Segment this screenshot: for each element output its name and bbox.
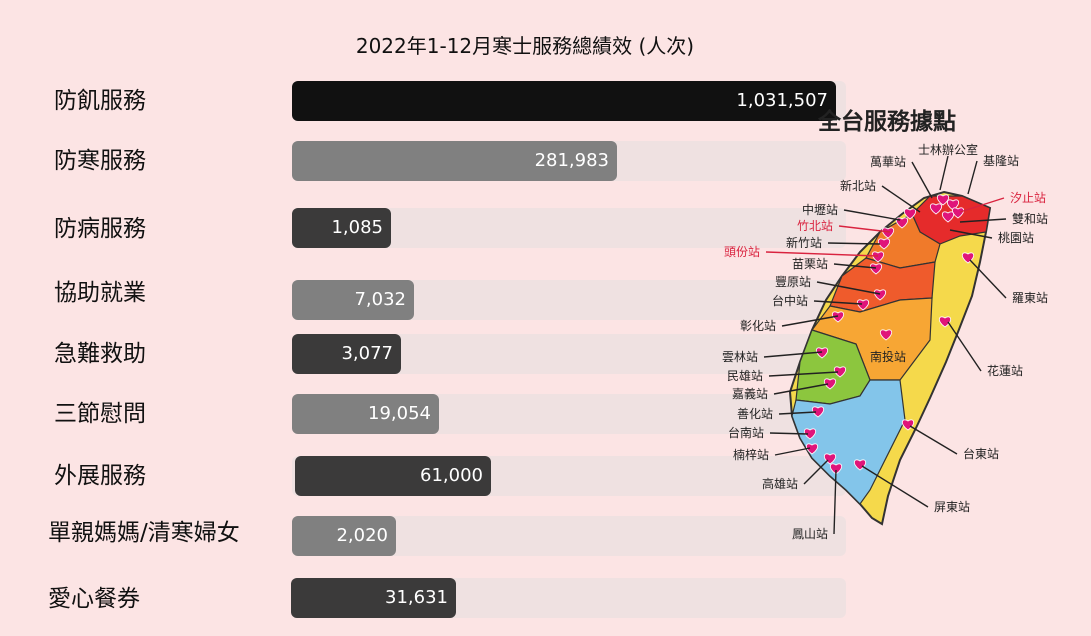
heart-pin [879,329,893,341]
leader-line [861,465,929,508]
bar: 31,631 [291,578,456,618]
station-label: 善化站 [737,406,773,421]
leader-line [803,459,829,485]
heart-pin [853,459,867,471]
leader-line [813,300,863,305]
station-label: 頭份站 [724,245,760,259]
leader-line [763,351,823,358]
leader-line [969,259,1007,299]
station-label: 中壢站 [802,202,838,217]
heart-pin [829,463,843,475]
bar: 1,031,507 [292,81,836,121]
station-label: 士林辦公室 [918,142,978,157]
leader-line [816,281,881,295]
category-label: 協助就業 [54,280,146,306]
heart-pin [871,251,885,263]
station-label: 雲林站 [722,350,758,364]
leader-line [949,229,993,239]
leader-line [833,469,837,535]
bar: 2,020 [292,516,396,556]
station-label: 台中站 [772,293,808,308]
bar: 281,983 [292,141,617,181]
leader-line [959,197,1005,213]
leader-line [769,432,809,435]
station-label: 台東站 [963,446,999,461]
station-label: 花蓮站 [987,363,1023,378]
heart-pin [901,419,915,431]
heart-pin [941,211,955,223]
leader-line [765,251,879,257]
leader-line [947,321,982,372]
station-label: 台南站 [728,425,764,440]
bar: 1,085 [292,208,391,248]
station-label: 雙和站 [1012,212,1048,226]
bar: 19,054 [292,394,439,434]
category-label: 三節慰問 [54,401,146,427]
station-label: 鳳山站 [792,527,828,541]
leader-line [911,161,933,199]
station-label: 桃園站 [998,230,1034,245]
station-label: 豐原站 [775,275,811,289]
station-label: 新北站 [840,178,876,193]
station-label: 楠梓站 [733,447,769,462]
heart-pin [881,227,895,239]
leader-line [778,411,817,415]
station-label: 民雄站 [727,368,763,383]
category-label: 防寒服務 [54,148,146,174]
heart-pin [823,378,837,390]
category-label: 愛心餐券 [48,586,140,612]
leader-line [959,218,1007,223]
heart-pin [903,208,917,220]
heart-pin [929,203,943,215]
category-label: 外展服務 [54,463,146,489]
station-label: 屏東站 [934,500,970,514]
leader-line [781,315,839,327]
leader-line [909,425,958,455]
heart-pin [869,263,883,275]
leader-line [827,242,881,245]
leader-line [768,371,839,377]
station-label: 嘉義站 [732,386,768,401]
leader-line [967,160,978,195]
heart-pin [856,299,870,311]
station-label: 竹北站 [797,219,833,233]
heart-pin [938,316,952,328]
category-label: 急難救助 [54,341,146,367]
category-label: 單親媽媽/清寒婦女 [48,520,240,546]
station-label: 新竹站 [786,235,822,250]
station-label: 苗栗站 [792,257,828,271]
heart-pin [873,289,887,301]
chart-title: 2022年1-12月寒士服務總績效 (人次) [355,34,695,58]
heart-pin [936,194,950,206]
leader-line [773,383,829,395]
leader-line [939,155,949,191]
station-label: 基隆站 [983,153,1019,168]
station-label: 彰化站 [740,318,776,333]
category-label: 防病服務 [54,216,146,242]
station-label: 高雄站 [762,476,798,491]
station-label: 汐止站 [1010,190,1046,205]
bar: 7,032 [292,280,414,320]
map-title: 全台服務據點 [818,109,956,135]
station-label: 南投站 [870,349,906,364]
leader-line [881,185,921,213]
leader-line [838,225,891,233]
station-label: 羅東站 [1012,291,1048,305]
leader-line [833,263,877,269]
heart-pin [946,199,960,211]
leader-line [843,209,901,221]
bar: 61,000 [295,456,491,496]
station-label: 萬華站 [870,155,906,169]
leader-line [774,447,811,456]
bar: 3,077 [292,334,401,374]
category-label: 防飢服務 [54,88,146,114]
